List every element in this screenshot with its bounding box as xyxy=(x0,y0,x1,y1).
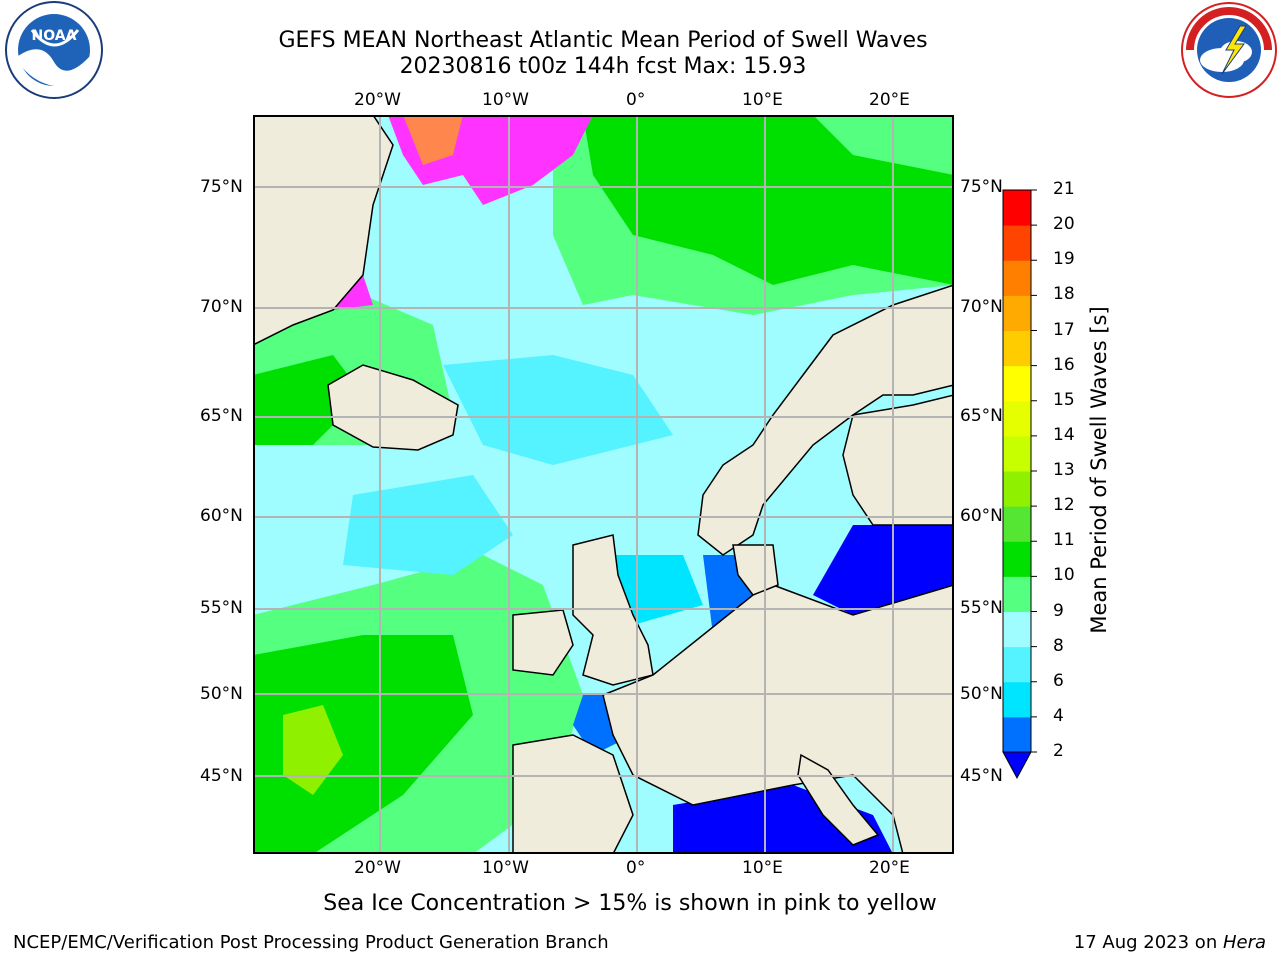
colorbar-tick-label: 16 xyxy=(1053,354,1075,375)
colorbar-tick-label: 9 xyxy=(1053,600,1064,621)
colorbar-tick-label: 11 xyxy=(1053,530,1075,551)
colorbar-segment xyxy=(1003,541,1031,577)
colorbar-segment xyxy=(1003,576,1031,612)
noaa-logo-text: NOAA xyxy=(32,28,77,44)
lat-tick-right-50n: 50°N xyxy=(960,684,1003,704)
colorbar-tick-label: 2 xyxy=(1053,741,1064,761)
swell-field-southwest-core xyxy=(253,635,473,854)
swell-field-max xyxy=(283,705,343,795)
colorbar-tick-label: 20 xyxy=(1053,214,1075,235)
lat-tick-left-65n: 65°N xyxy=(200,406,243,426)
swell-field-north-core xyxy=(583,115,954,285)
colorbar-segment xyxy=(1003,611,1031,648)
colorbar-segment xyxy=(1003,295,1031,331)
lon-tick-top-0: 0° xyxy=(626,90,646,110)
lat-tick-left-75n: 75°N xyxy=(200,177,243,197)
nws-logo xyxy=(1178,0,1280,100)
lat-tick-left-45n: 45°N xyxy=(200,766,243,786)
lat-tick-right-45n: 45°N xyxy=(960,766,1003,786)
sea-ice-yellow xyxy=(403,115,463,165)
colorbar-segment xyxy=(1003,260,1031,296)
colorbar-segment xyxy=(1003,506,1031,542)
map-frame xyxy=(253,115,954,854)
colorbar-tick-label: 21 xyxy=(1053,179,1075,199)
lat-tick-left-55n: 55°N xyxy=(200,598,243,618)
colorbar-segment xyxy=(1003,646,1031,683)
lon-tick-top-10e: 10°E xyxy=(742,90,783,110)
footer-branch: NCEP/EMC/Verification Post Processing Pr… xyxy=(13,932,609,953)
footer-date-text: 17 Aug 2023 on xyxy=(1073,932,1223,953)
map-graticule xyxy=(253,115,954,854)
colorbar-tick-label: 18 xyxy=(1053,284,1075,305)
swell-field-central xyxy=(443,355,673,465)
colorbar-segment xyxy=(1003,471,1031,507)
colorbar-tick-label: 10 xyxy=(1053,565,1075,586)
lon-tick-bottom-10e: 10°E xyxy=(742,858,783,878)
swell-field-rockall xyxy=(343,475,513,575)
chart-subtitle: 20230816 t00z 144h fcst Max: 15.93 xyxy=(399,54,807,79)
lat-tick-right-65n: 65°N xyxy=(960,406,1003,426)
colorbar-segment xyxy=(1003,190,1031,226)
lon-tick-top-10w: 10°W xyxy=(482,90,529,110)
chart-title: GEFS MEAN Northeast Atlantic Mean Period… xyxy=(278,28,928,53)
lat-tick-right-55n: 55°N xyxy=(960,598,1003,618)
swell-field-baltic xyxy=(813,525,954,615)
lat-tick-left-60n: 60°N xyxy=(200,506,243,526)
colorbar-segment xyxy=(1003,365,1031,402)
sea-ice-note: Sea Ice Concentration > 15% is shown in … xyxy=(323,891,937,916)
colorbar xyxy=(995,180,1055,790)
colorbar-segment xyxy=(1003,400,1031,437)
colorbar-tick-label: 19 xyxy=(1053,249,1075,270)
colorbar-extension xyxy=(1002,751,1032,780)
lon-tick-top-20w: 20°W xyxy=(354,90,401,110)
colorbar-label: Mean Period of Swell Waves [s] xyxy=(1087,306,1111,634)
lat-tick-right-75n: 75°N xyxy=(960,177,1003,197)
lon-tick-bottom-20w: 20°W xyxy=(354,858,401,878)
colorbar-tick-label: 6 xyxy=(1053,670,1064,691)
colorbar-tick-label: 12 xyxy=(1053,495,1075,516)
colorbar-svg xyxy=(1002,189,1037,780)
lon-tick-bottom-0: 0° xyxy=(626,858,646,878)
colorbar-segment xyxy=(1003,716,1031,753)
footer-host: Hera xyxy=(1222,932,1266,953)
lon-tick-top-20e: 20°E xyxy=(869,90,910,110)
colorbar-segment xyxy=(1003,681,1031,718)
colorbar-tick-label: 4 xyxy=(1053,705,1064,726)
colorbar-segment xyxy=(1003,330,1031,367)
lat-tick-left-70n: 70°N xyxy=(200,297,243,317)
lat-tick-left-50n: 50°N xyxy=(200,684,243,704)
land-sweden-finland xyxy=(842,394,955,526)
colorbar-label-box: Mean Period of Swell Waves [s] xyxy=(1085,180,1113,760)
map-svg xyxy=(252,114,955,855)
colorbar-tick-label: 15 xyxy=(1053,389,1075,410)
colorbar-tick-label: 14 xyxy=(1053,424,1075,445)
colorbar-segment xyxy=(1003,435,1031,472)
colorbar-tick-label: 17 xyxy=(1053,319,1075,340)
lon-tick-bottom-20e: 20°E xyxy=(869,858,910,878)
footer-date: 17 Aug 2023 on Hera xyxy=(1074,932,1266,953)
map-panel xyxy=(252,114,955,855)
colorbar-segment xyxy=(1003,225,1031,261)
lat-tick-right-60n: 60°N xyxy=(960,506,1003,526)
lon-tick-bottom-10w: 10°W xyxy=(482,858,529,878)
land-norway xyxy=(697,283,955,556)
colorbar-tick-label: 13 xyxy=(1053,460,1075,480)
land-ireland xyxy=(512,609,574,676)
noaa-logo: NOAA xyxy=(2,0,106,100)
colorbar-tick-label: 8 xyxy=(1053,635,1064,656)
lat-tick-right-70n: 70°N xyxy=(960,297,1003,317)
